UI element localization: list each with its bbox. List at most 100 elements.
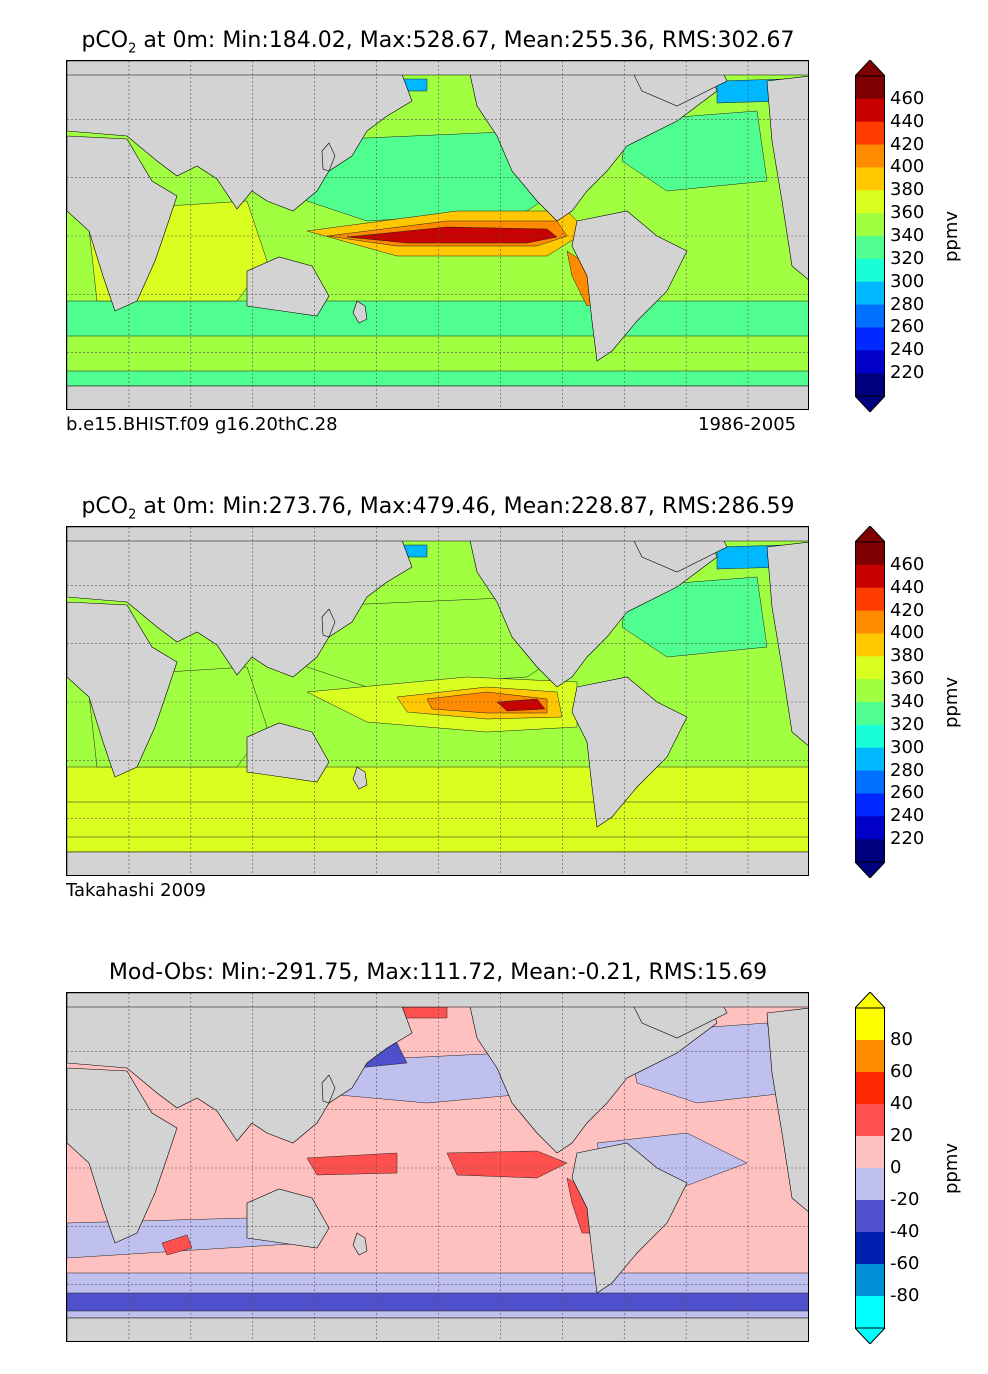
colorbar-swatch xyxy=(855,258,885,283)
colorbar-tick-label: 80 xyxy=(890,1029,913,1050)
land-south-america xyxy=(571,1142,688,1294)
field-eq-pacific-pos xyxy=(446,1150,568,1179)
colorbar-swatch xyxy=(855,564,885,589)
colorbar-tick-label: 360 xyxy=(890,202,925,224)
colorbar-tick-label: 300 xyxy=(890,736,925,758)
colorbar-swatch xyxy=(855,610,885,634)
panel-model: pCO2 at 0m: Min:184.02, Max:528.67, Mean… xyxy=(0,0,988,460)
colorbar-swatch xyxy=(855,770,885,794)
colorbar-tick-label: 260 xyxy=(890,316,925,338)
colorbar-swatch xyxy=(855,1008,885,1041)
colorbar-swatch xyxy=(855,816,885,840)
colorbar-tick-label: 20 xyxy=(890,1125,913,1146)
colorbar-ticks: 80 60 40 20 0 -20 -40 -60 -80 xyxy=(0,992,988,1344)
colorbar-tick-label: 220 xyxy=(890,362,925,384)
colorbar-swatch xyxy=(855,281,885,306)
map-field xyxy=(67,61,808,409)
colorbar-tick-label: 240 xyxy=(890,339,925,361)
land-south-america xyxy=(571,676,688,828)
colorbar-swatch xyxy=(855,702,885,726)
colorbar-swatch xyxy=(855,1072,885,1105)
colorbar-tick-label: -40 xyxy=(890,1221,920,1242)
caption-period: 1986-2005 xyxy=(698,414,797,435)
colorbar-swatch xyxy=(855,304,885,328)
colorbar-tick-label: 260 xyxy=(890,782,925,804)
colorbar-swatch xyxy=(855,656,885,680)
caption-source: b.e15.BHIST.f09 g16.20thC.28 xyxy=(66,414,338,435)
field-southern-inner xyxy=(67,335,808,372)
colorbar-tick-label: 420 xyxy=(890,133,925,155)
map-plot xyxy=(66,992,809,1342)
colorbar-swatch xyxy=(855,121,885,146)
colorbar-swatch xyxy=(855,1136,885,1169)
colorbar xyxy=(855,992,885,1344)
colorbar-frame xyxy=(855,1007,885,1329)
colorbar-tick-label: 40 xyxy=(890,1093,913,1114)
colorbar xyxy=(855,60,885,412)
land-eurasia xyxy=(67,527,413,678)
colorbar-swatch xyxy=(855,1264,885,1297)
colorbar-swatch xyxy=(855,793,885,817)
colorbar-swatch xyxy=(855,213,885,237)
land-south-america xyxy=(571,210,688,362)
land-africa xyxy=(67,135,178,312)
land-japan xyxy=(321,1074,336,1104)
colorbar-swatch xyxy=(855,747,885,772)
colorbar-swatch xyxy=(855,679,885,703)
land-japan xyxy=(321,142,336,172)
map-plot xyxy=(66,526,809,876)
land-japan xyxy=(321,608,336,638)
colorbar-frame xyxy=(855,75,885,397)
land-eurasia xyxy=(67,993,413,1144)
panel-title: pCO2 at 0m: Min:273.76, Max:479.46, Mean… xyxy=(81,494,795,523)
colorbar-tick-label: 400 xyxy=(890,622,925,644)
land-new-zealand xyxy=(352,300,368,324)
colorbar-tick-label: 60 xyxy=(890,1061,913,1082)
colorbar-unit-label: ppmv xyxy=(941,1142,963,1195)
colorbar-swatch xyxy=(855,1232,885,1265)
land-north-america xyxy=(466,993,718,1154)
colorbar-frame xyxy=(855,541,885,863)
colorbar-swatch xyxy=(855,373,885,397)
panel-observed: pCO2 at 0m: Min:273.76, Max:479.46, Mean… xyxy=(0,494,988,901)
land-new-zealand xyxy=(352,1232,368,1256)
colorbar-tick-label: 380 xyxy=(890,645,925,667)
colorbar-swatch xyxy=(855,190,885,214)
colorbar-ticks: 460 440 420 400 380 360 340 320 300 280 260 240 220 xyxy=(0,526,988,878)
colorbar-swatch xyxy=(855,633,885,657)
panel-title: Mod-Obs: Min:-291.75, Max:111.72, Mean:-… xyxy=(108,960,768,985)
colorbar-swatch xyxy=(855,1200,885,1233)
colorbar-tick-label: 340 xyxy=(890,691,925,712)
colorbar-tick-label: 440 xyxy=(890,110,925,132)
colorbar-tick-label: 340 xyxy=(890,225,925,246)
caption-source: Takahashi 2009 xyxy=(66,880,206,901)
colorbar-swatch xyxy=(855,587,885,612)
colorbar-tick-label: 460 xyxy=(890,87,925,109)
colorbar-tick-label: 220 xyxy=(890,828,925,850)
colorbar-swatch xyxy=(855,236,885,260)
map-field xyxy=(67,993,808,1341)
colorbar-swatch xyxy=(855,542,885,566)
colorbar-swatch xyxy=(855,1040,885,1073)
land-arctic xyxy=(67,527,808,542)
map-plot xyxy=(66,60,809,410)
colorbar-tick-label: 0 xyxy=(890,1157,902,1178)
colorbar-tick-label: 320 xyxy=(890,713,925,735)
land-eurasia xyxy=(67,61,413,212)
colorbar-swatch xyxy=(855,1104,885,1137)
land-africa xyxy=(67,601,178,778)
field-north-atlantic xyxy=(621,110,768,192)
panel-title: pCO2 at 0m: Min:184.02, Max:528.67, Mean… xyxy=(81,28,795,57)
colorbar xyxy=(855,526,885,878)
colorbar-swatch xyxy=(855,1168,885,1201)
colorbar-tick-label: 380 xyxy=(890,179,925,201)
land-arctic xyxy=(67,61,808,76)
colorbar-tick-label: -60 xyxy=(890,1253,920,1274)
colorbar-swatch xyxy=(855,98,885,123)
colorbar-tick-label: -20 xyxy=(890,1189,920,1210)
colorbar-swatch xyxy=(855,167,885,191)
land-arctic xyxy=(67,993,808,1008)
colorbar-tick-label: 360 xyxy=(890,668,925,690)
colorbar-swatch xyxy=(855,144,885,168)
